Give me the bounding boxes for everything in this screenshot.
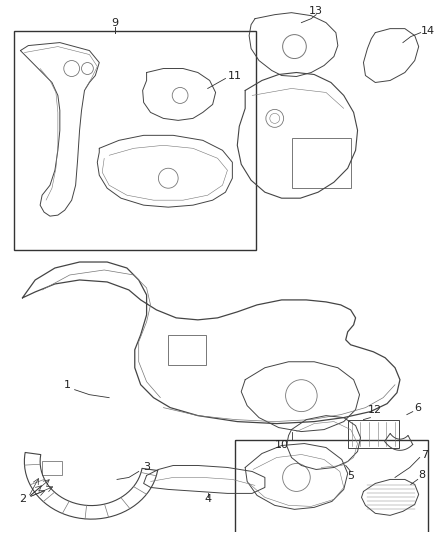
Text: 7: 7 — [421, 449, 428, 459]
Text: 13: 13 — [309, 6, 323, 15]
Text: 14: 14 — [420, 26, 435, 36]
Bar — [14, 30, 256, 250]
Text: 5: 5 — [347, 472, 354, 481]
Text: 11: 11 — [227, 71, 241, 82]
Text: 8: 8 — [419, 471, 426, 480]
Text: 6: 6 — [415, 402, 422, 413]
Text: 10: 10 — [275, 440, 289, 449]
Text: 4: 4 — [204, 495, 211, 504]
Bar — [292, 139, 351, 188]
Bar — [348, 419, 399, 448]
Bar — [168, 335, 206, 365]
Bar — [235, 440, 427, 533]
Text: 1: 1 — [64, 379, 71, 390]
Text: 12: 12 — [368, 405, 382, 415]
Bar — [42, 462, 62, 475]
Text: 2: 2 — [19, 495, 26, 504]
Text: 3: 3 — [143, 463, 150, 472]
Text: 9: 9 — [112, 18, 119, 28]
